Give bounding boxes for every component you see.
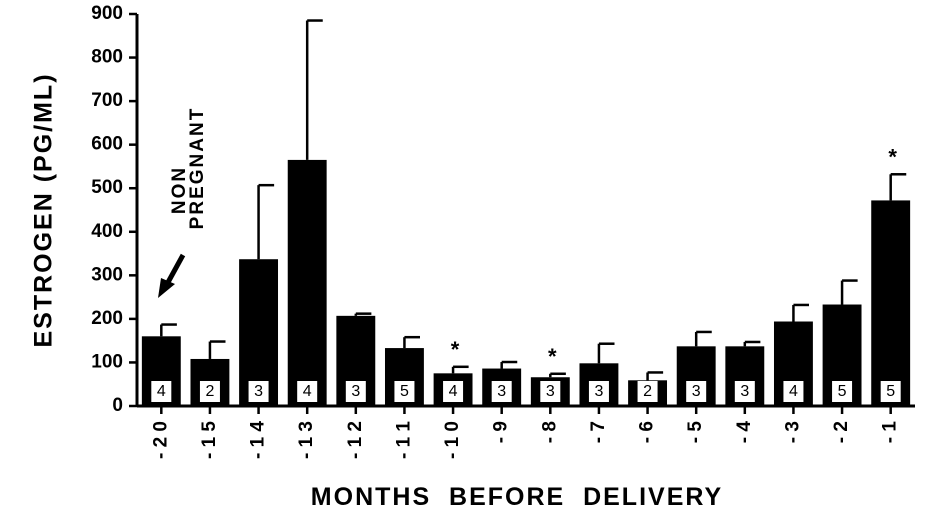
n-label-box — [734, 381, 755, 402]
n-label-box — [345, 381, 366, 402]
significance-marker: * — [888, 144, 897, 169]
x-tick-label: - 1 4 — [248, 421, 269, 459]
y-tick-label: 800 — [91, 47, 123, 68]
x-tick-label: - 1 — [880, 421, 901, 444]
y-tick-label: 900 — [91, 3, 123, 24]
x-tick-label: - 4 — [734, 421, 755, 444]
y-tick-label: 400 — [91, 221, 123, 242]
y-tick-label: 0 — [112, 395, 123, 416]
n-label: 2 — [205, 383, 214, 400]
n-label: 2 — [643, 383, 652, 400]
n-label-box — [199, 381, 220, 402]
n-label-box — [832, 381, 853, 402]
y-tick-label: 500 — [91, 177, 123, 198]
bar — [287, 159, 327, 406]
n-label-box — [297, 381, 318, 402]
x-axis: - 2 0 - 1 5 - 1 4 - 1 3 - 1 2 - 1 1 - 1 0 - 9 - … — [150, 406, 901, 459]
n-label-box — [151, 381, 172, 402]
y-tick-label: 600 — [91, 134, 123, 155]
n-label-box — [394, 381, 415, 402]
bar — [871, 200, 911, 406]
x-tick-label: - 1 3 — [296, 421, 317, 459]
n-label: 5 — [400, 383, 409, 400]
y-axis: 0 100 200 300 400 500 600 700 800 900 — [91, 3, 137, 416]
significance-marker: * — [451, 337, 460, 362]
n-label: 5 — [838, 383, 847, 400]
arrow-down-left-icon — [158, 253, 186, 298]
x-tick-label: - 7 — [588, 421, 609, 443]
n-label: 3 — [692, 383, 701, 400]
x-tick-label: - 1 1 — [393, 421, 414, 459]
annotation-line1: NON — [169, 166, 190, 214]
n-label: 3 — [497, 383, 506, 400]
n-label: 3 — [740, 383, 749, 400]
x-tick-label: - 1 2 — [345, 421, 366, 459]
y-tick-label: 300 — [91, 264, 123, 285]
y-axis-title: ESTROGEN (PG/ML) — [30, 72, 58, 347]
x-tick-label: - 9 — [491, 421, 512, 443]
n-label: 3 — [254, 383, 263, 400]
n-label-box — [880, 381, 901, 402]
x-axis-title: MONTHS BEFORE DELIVERY — [311, 483, 723, 511]
n-label-box — [491, 381, 512, 402]
n-label-box — [588, 381, 609, 402]
n-label: 4 — [157, 383, 166, 400]
n-label: 3 — [546, 383, 555, 400]
n-label-box — [637, 381, 658, 402]
n-label-box — [248, 381, 269, 402]
n-label: 4 — [449, 383, 458, 400]
y-tick-label: 100 — [91, 351, 123, 372]
x-tick-label: - 2 0 — [150, 421, 171, 459]
x-tick-label: - 6 — [637, 421, 658, 443]
n-label-box — [443, 381, 464, 402]
n-label: 4 — [303, 383, 312, 400]
x-tick-label: - 8 — [539, 421, 560, 443]
n-label-box — [540, 381, 561, 402]
n-label-box — [783, 381, 804, 402]
x-tick-label: - 5 — [685, 421, 706, 444]
x-tick-label: - 2 — [831, 421, 852, 443]
y-tick-label: 700 — [91, 90, 123, 111]
non-pregnant-annotation: NON PREGNANT — [158, 107, 208, 298]
x-tick-label: - 3 — [782, 421, 803, 443]
bars-group: 4 2 3 4 3 5 4 * 3 3 * 3 2 3 3 4 5 5 * — [141, 19, 911, 406]
n-label: 5 — [886, 383, 895, 400]
annotation-line2: PREGNANT — [187, 107, 208, 230]
n-label: 3 — [594, 383, 603, 400]
y-tick-label: 200 — [91, 308, 123, 329]
x-tick-label: - 1 5 — [199, 421, 220, 459]
n-label: 4 — [789, 383, 798, 400]
n-label: 3 — [351, 383, 360, 400]
n-label-box — [686, 381, 707, 402]
significance-marker: * — [548, 344, 557, 369]
x-tick-label: - 1 0 — [442, 421, 463, 459]
